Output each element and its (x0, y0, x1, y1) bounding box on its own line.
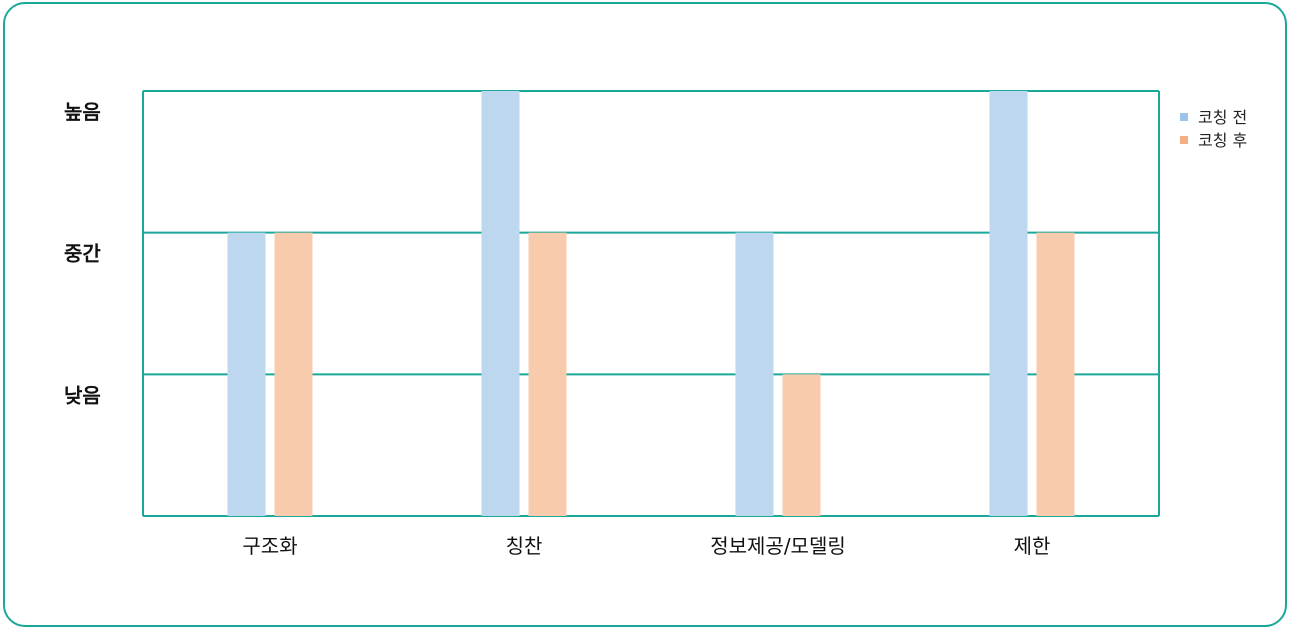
legend-swatch-0 (1180, 113, 1188, 121)
x-axis-labels: 구조화 칭찬 정보제공/모델링 제한 (242, 534, 1050, 558)
legend-label-0: 코칭 전 (1198, 108, 1247, 127)
y-tick-label-3: 높음 (64, 100, 101, 124)
bar-after-0 (274, 232, 313, 516)
y-tick-label-1: 낮음 (64, 383, 101, 407)
y-axis-labels: 낮음 중간 높음 (64, 100, 101, 407)
x-tick-label-3: 제한 (1014, 534, 1051, 558)
bar-after-3 (1036, 232, 1075, 516)
y-tick-label-2: 중간 (64, 242, 101, 266)
x-tick-label-1: 칭찬 (506, 534, 543, 558)
bars (227, 91, 1075, 516)
legend-swatch-1 (1180, 136, 1188, 144)
bar-after-1 (528, 232, 567, 516)
bar-before-0 (227, 232, 266, 516)
x-tick-label-0: 구조화 (242, 534, 297, 558)
bar-after-2 (782, 374, 821, 516)
bar-before-3 (989, 91, 1028, 516)
bar-before-1 (481, 91, 520, 516)
legend-label-1: 코칭 후 (1198, 131, 1247, 150)
legend: 코칭 전코칭 후 (1180, 108, 1247, 150)
x-tick-label-2: 정보제공/모델링 (710, 534, 846, 558)
bar-before-2 (735, 232, 774, 516)
